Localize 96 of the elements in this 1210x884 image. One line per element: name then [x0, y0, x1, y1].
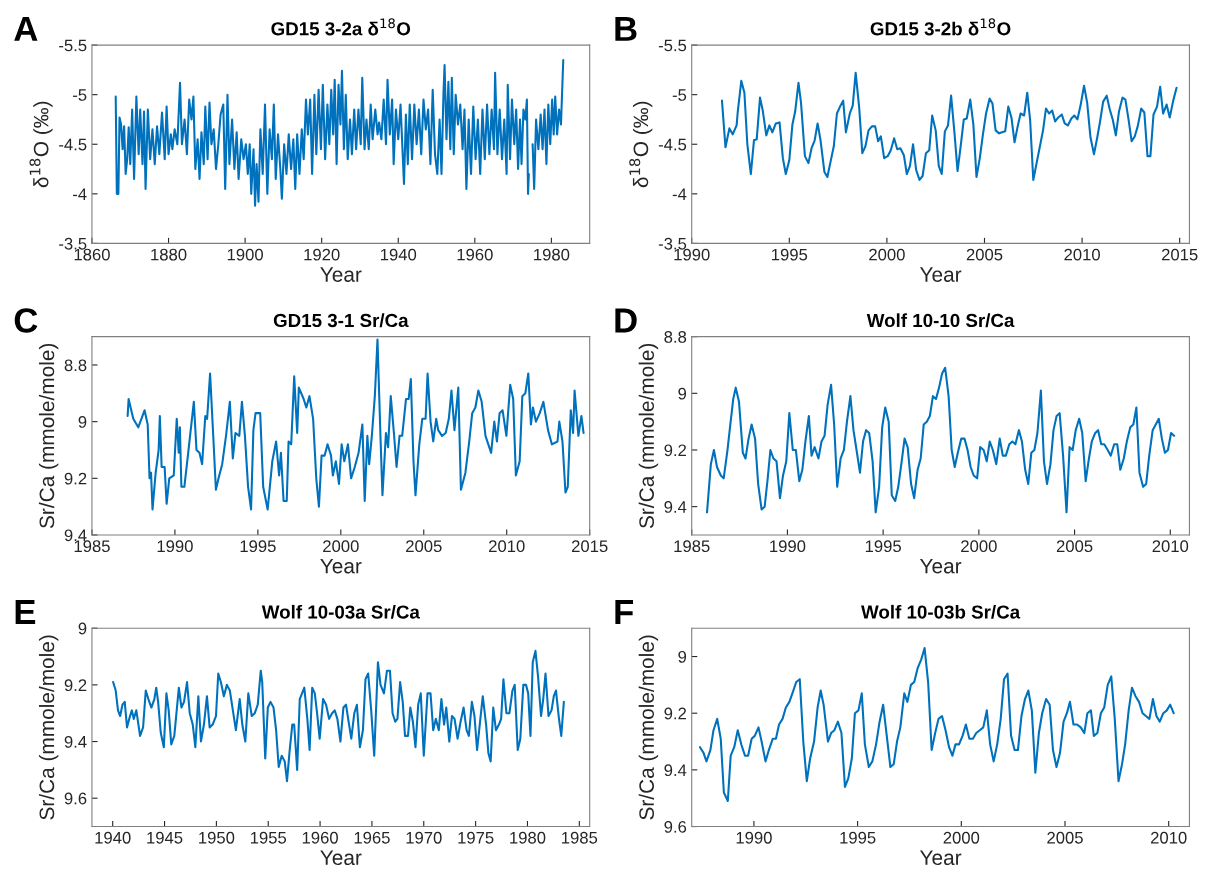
y-axis-title: Sr/Ca (mmole/mole) — [638, 343, 659, 529]
x-tick-label: 2005 — [1056, 540, 1093, 553]
x-axis-title: Year — [919, 558, 962, 574]
x-tick-label: 1990 — [736, 831, 772, 844]
x-tick-label: 2015 — [571, 540, 608, 553]
y-axis-title: Sr/Ca (mmole/mole) — [38, 343, 59, 529]
x-tick-label: 2015 — [1161, 248, 1198, 261]
x-tick-label: 1965 — [354, 831, 390, 844]
x-axis-title: Year — [320, 267, 362, 282]
x-axis-title: Year — [320, 558, 362, 574]
x-tick-label: 2010 — [1152, 540, 1189, 553]
x-tick-label: 1980 — [510, 831, 546, 844]
text: D — [615, 308, 637, 333]
line-series — [720, 71, 1178, 181]
x-tick-label: 1940 — [380, 248, 417, 261]
x-tick-label: 1975 — [458, 831, 494, 844]
y-tick-label: 9.6 — [64, 792, 87, 805]
y-tick-label: 9 — [678, 387, 687, 400]
line-series — [112, 649, 565, 783]
x-tick-label: 1970 — [406, 831, 442, 844]
y-tick-label: -5 — [672, 89, 687, 101]
x-tick-label: 2005 — [966, 248, 1003, 261]
y-tick-label: 9.2 — [664, 707, 687, 720]
y-axis-title: δ$^{18}$O (‰) — [629, 101, 653, 188]
x-tick-label: 1995 — [240, 540, 276, 553]
line-series — [705, 366, 1176, 514]
x-axis-title: Year — [919, 850, 962, 866]
x-axis-title: Year — [919, 267, 962, 282]
y-tick-label: 9 — [678, 650, 687, 663]
y-tick-label: -4 — [672, 188, 687, 200]
chart-title: Wolf 10-03b Sr/Ca — [861, 604, 1021, 619]
text: B — [615, 16, 637, 41]
x-tick-label: 1995 — [840, 831, 876, 844]
x-tick-label: 1960 — [302, 831, 338, 844]
y-tick-label: 9.2 — [64, 679, 87, 692]
x-tick-label: 1985 — [674, 540, 710, 553]
y-tick-label: 8.8 — [64, 359, 87, 372]
y-tick-label: -4 — [73, 188, 87, 200]
y-tick-label: 9.4 — [64, 735, 87, 748]
x-tick-label: 2005 — [1047, 831, 1083, 844]
y-tick-label: -3.5 — [658, 237, 687, 250]
y-tick-label: -5.5 — [59, 39, 87, 52]
y-axis-title: δ$^{18}$O (‰) — [29, 101, 53, 188]
y-tick-label: 9 — [78, 416, 87, 428]
x-tick-label: 1960 — [457, 248, 493, 261]
x-tick-label: 1990 — [674, 248, 710, 261]
x-tick-label: 1945 — [147, 831, 183, 844]
chart-title: Wolf 10-03a Sr/Ca — [261, 604, 420, 619]
line-series — [126, 338, 585, 511]
x-tick-label: 1985 — [562, 831, 598, 844]
x-tick-label: 1940 — [95, 831, 131, 844]
y-tick-label: 9 — [78, 622, 87, 635]
text: C — [14, 308, 38, 333]
x-tick-label: 1950 — [199, 831, 235, 844]
x-tick-label: 2010 — [1150, 831, 1187, 844]
x-tick-label: 1860 — [74, 248, 110, 261]
y-tick-label: -4.5 — [59, 138, 87, 151]
text: A — [14, 16, 38, 41]
x-tick-label: 1955 — [250, 831, 287, 844]
x-tick-label: 1880 — [151, 248, 187, 261]
y-tick-label: 9.4 — [664, 501, 687, 513]
y-tick-label: 9.2 — [64, 472, 87, 485]
y-tick-label: -5.5 — [658, 39, 687, 52]
x-tick-label: 1920 — [304, 248, 340, 261]
y-tick-label: 9.4 — [664, 764, 687, 777]
text: F — [615, 600, 634, 624]
chart-title: GD15 3-1 Sr/Ca — [273, 313, 409, 328]
x-tick-label: 2010 — [489, 540, 525, 553]
y-axis-title: Sr/Ca (mmole/mole) — [38, 635, 59, 820]
x-tick-label: 2000 — [869, 248, 905, 261]
chart-title: GD15 3-2a δ$^{18}$O — [271, 18, 411, 36]
y-tick-label: 9.2 — [664, 444, 687, 457]
x-tick-label: 1985 — [74, 540, 110, 553]
y-tick-label: -5 — [73, 89, 87, 101]
text: E — [15, 600, 36, 624]
x-tick-label: 2010 — [1064, 248, 1100, 261]
x-tick-label: 2005 — [406, 540, 442, 553]
y-tick-label: -3.5 — [59, 237, 87, 250]
x-tick-label: 2000 — [943, 831, 980, 844]
y-tick-label: -4.5 — [658, 138, 687, 151]
line-series — [698, 646, 1175, 803]
x-tick-label: 1995 — [772, 248, 808, 261]
chart-title: GD15 3-2b δ$^{18}$O — [870, 18, 1011, 36]
x-axis-title: Year — [320, 850, 362, 866]
x-tick-label: 1995 — [865, 540, 901, 553]
x-tick-label: 2000 — [323, 540, 359, 553]
x-tick-label: 1990 — [770, 540, 806, 553]
x-tick-label: 2000 — [961, 540, 997, 553]
chart-title: Wolf 10-10 Sr/Ca — [866, 313, 1015, 328]
x-tick-label: 1980 — [534, 248, 570, 261]
x-tick-label: 1990 — [157, 540, 193, 553]
y-tick-label: 8.8 — [664, 331, 687, 343]
x-tick-label: 1900 — [227, 248, 263, 261]
y-tick-label: 9.6 — [664, 820, 687, 833]
y-tick-label: 9.4 — [64, 529, 87, 542]
y-axis-title: Sr/Ca (mmole/mole) — [638, 635, 659, 820]
